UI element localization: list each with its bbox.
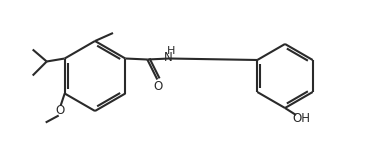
Text: H: H	[167, 47, 176, 57]
Text: O: O	[55, 104, 64, 117]
Text: OH: OH	[292, 112, 310, 124]
Text: N: N	[164, 51, 173, 64]
Text: O: O	[154, 80, 163, 93]
